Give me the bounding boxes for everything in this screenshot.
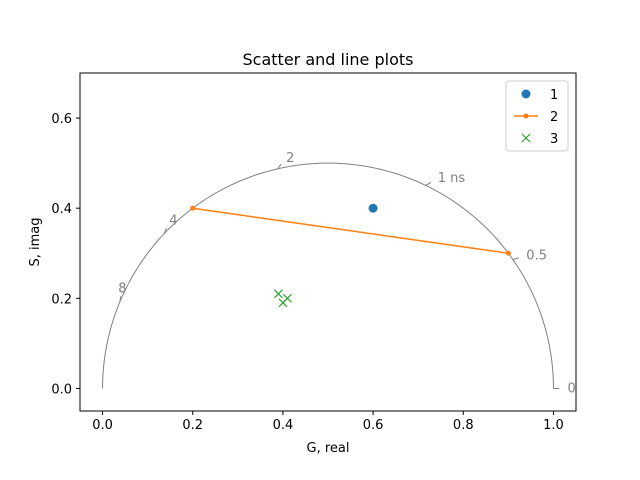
legend-marker-3 — [521, 133, 531, 143]
y-tick-label: 0.0 — [51, 382, 72, 397]
x-tick-label: 0.6 — [363, 418, 384, 433]
y-tick-label: 0.4 — [51, 202, 72, 217]
lifetime-tick — [276, 163, 282, 170]
lifetime-tick-label: 4 — [169, 214, 177, 229]
lifetime-tick — [425, 181, 432, 186]
x-tick-label: 0.2 — [182, 418, 203, 433]
series-2-line — [192, 207, 509, 255]
chart-title: Scatter and line plots — [243, 50, 414, 69]
x-tick-label: 1.0 — [543, 418, 564, 433]
y-tick-label: 0.2 — [51, 292, 72, 307]
y-axis-label: S, imag — [28, 217, 43, 266]
lifetime-tick-label: 2 — [286, 151, 294, 166]
plot-frame — [79, 72, 577, 412]
semicircle-arc — [102, 162, 554, 389]
lifetime-tick-label: 8 — [118, 282, 126, 297]
lifetime-tick — [119, 296, 122, 303]
legend-label-2: 2 — [550, 110, 558, 125]
x-axis-label: G, real — [307, 441, 350, 456]
series-3-point — [273, 289, 283, 299]
axes: 0.0 0.2 0.4 0.6 0.8 1.0 0.0 0.2 0.4 0.6 — [51, 112, 563, 433]
lifetime-tick-label: 0.5 — [526, 248, 547, 263]
legend-label-1: 1 — [550, 88, 558, 103]
series-3-point — [282, 293, 292, 303]
lifetime-tick-label: 0 — [567, 381, 575, 396]
series-2-point — [505, 250, 511, 256]
legend-marker-2 — [523, 113, 529, 119]
legend-label-3: 3 — [550, 132, 558, 147]
series-1-point — [368, 203, 378, 213]
x-tick-label: 0.8 — [453, 418, 474, 433]
lifetime-tick — [512, 257, 519, 261]
plot-area: 0 0.5 1 ns 2 4 8 — [102, 151, 576, 396]
legend: 1 2 3 — [505, 80, 569, 152]
legend-marker-1 — [521, 89, 531, 99]
lifetime-tick — [163, 227, 167, 234]
y-tick-label: 0.6 — [51, 112, 72, 127]
lifetime-tick-label: 1 ns — [438, 171, 466, 186]
x-tick-label: 0.4 — [273, 418, 294, 433]
x-tick-label: 0.0 — [92, 418, 113, 433]
series-2-point — [190, 205, 196, 211]
